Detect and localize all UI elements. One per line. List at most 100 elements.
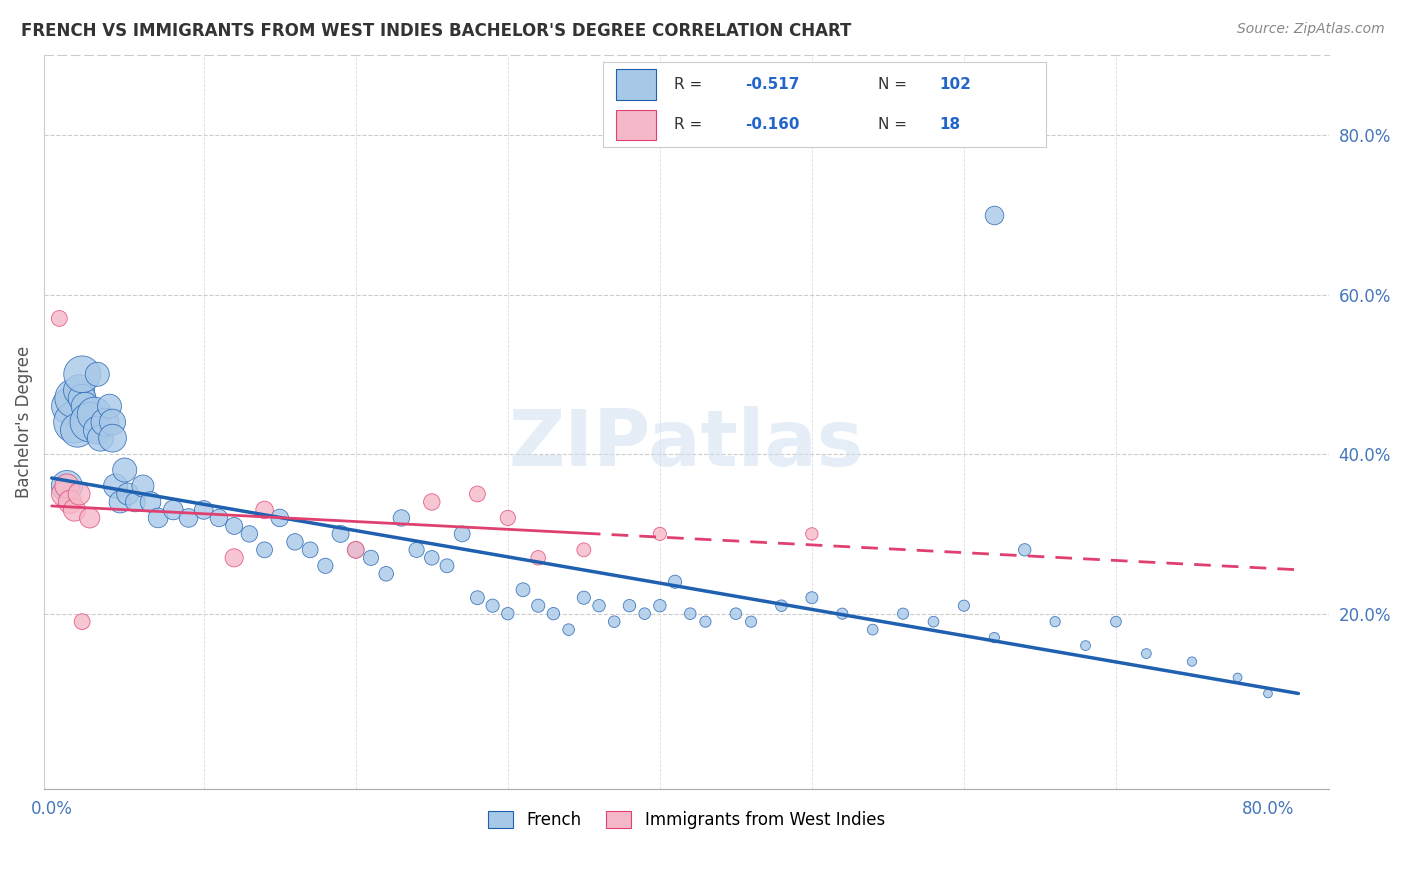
Point	[1043, 615, 1066, 629]
Point	[572, 591, 595, 605]
Point	[56, 479, 79, 493]
Point	[63, 503, 86, 517]
Point	[800, 527, 823, 541]
Text: ZIPatlas: ZIPatlas	[509, 406, 863, 483]
Point	[89, 431, 111, 445]
Point	[104, 479, 127, 493]
Point	[132, 479, 155, 493]
Point	[891, 607, 914, 621]
Point	[86, 368, 108, 382]
Point	[253, 503, 276, 517]
Point	[79, 511, 101, 525]
Point	[648, 599, 671, 613]
Point	[162, 503, 184, 517]
Point	[1181, 655, 1204, 669]
Point	[496, 511, 519, 525]
Point	[329, 527, 352, 541]
Point	[66, 423, 89, 437]
Point	[193, 503, 215, 517]
Point	[83, 407, 105, 421]
Point	[108, 495, 131, 509]
Text: FRENCH VS IMMIGRANTS FROM WEST INDIES BACHELOR'S DEGREE CORRELATION CHART: FRENCH VS IMMIGRANTS FROM WEST INDIES BA…	[21, 22, 852, 40]
Point	[1074, 639, 1097, 653]
Point	[1257, 686, 1279, 700]
Point	[224, 519, 246, 533]
Point	[420, 550, 443, 565]
Point	[48, 311, 70, 326]
Point	[724, 607, 747, 621]
Point	[284, 534, 307, 549]
Y-axis label: Bachelor's Degree: Bachelor's Degree	[15, 346, 32, 499]
Point	[177, 511, 200, 525]
Point	[56, 479, 79, 493]
Point	[953, 599, 976, 613]
Point	[983, 208, 1005, 222]
Point	[299, 542, 322, 557]
Point	[101, 431, 124, 445]
Point	[94, 415, 117, 429]
Point	[664, 574, 686, 589]
Point	[98, 399, 121, 413]
Point	[619, 599, 641, 613]
Point	[70, 615, 93, 629]
Point	[572, 542, 595, 557]
Point	[101, 415, 124, 429]
Point	[67, 384, 90, 398]
Point	[603, 615, 626, 629]
Point	[344, 542, 367, 557]
Point	[512, 582, 534, 597]
Point	[63, 391, 86, 405]
Point	[114, 463, 136, 477]
Point	[52, 487, 75, 501]
Point	[527, 599, 550, 613]
Point	[543, 607, 565, 621]
Point	[695, 615, 717, 629]
Point	[831, 607, 853, 621]
Point	[314, 558, 336, 573]
Point	[527, 550, 550, 565]
Point	[67, 487, 90, 501]
Point	[389, 511, 412, 525]
Point	[496, 607, 519, 621]
Point	[1226, 671, 1249, 685]
Point	[59, 495, 82, 509]
Point	[800, 591, 823, 605]
Point	[481, 599, 503, 613]
Point	[588, 599, 610, 613]
Point	[63, 415, 86, 429]
Point	[375, 566, 398, 581]
Point	[557, 623, 579, 637]
Point	[139, 495, 162, 509]
Point	[633, 607, 655, 621]
Point	[451, 527, 474, 541]
Point	[124, 495, 146, 509]
Point	[269, 511, 291, 525]
Point	[70, 391, 93, 405]
Point	[146, 511, 169, 525]
Point	[467, 591, 489, 605]
Point	[1135, 647, 1157, 661]
Point	[238, 527, 260, 541]
Point	[75, 399, 97, 413]
Point	[740, 615, 762, 629]
Point	[862, 623, 884, 637]
Point	[467, 487, 489, 501]
Point	[420, 495, 443, 509]
Point	[1105, 615, 1128, 629]
Point	[86, 423, 108, 437]
Text: Source: ZipAtlas.com: Source: ZipAtlas.com	[1237, 22, 1385, 37]
Point	[59, 399, 82, 413]
Legend: French, Immigrants from West Indies: French, Immigrants from West Indies	[481, 805, 891, 836]
Point	[770, 599, 793, 613]
Point	[70, 368, 93, 382]
Point	[117, 487, 139, 501]
Point	[922, 615, 945, 629]
Point	[208, 511, 231, 525]
Point	[360, 550, 382, 565]
Point	[679, 607, 702, 621]
Point	[436, 558, 458, 573]
Point	[344, 542, 367, 557]
Point	[253, 542, 276, 557]
Point	[983, 631, 1005, 645]
Point	[405, 542, 427, 557]
